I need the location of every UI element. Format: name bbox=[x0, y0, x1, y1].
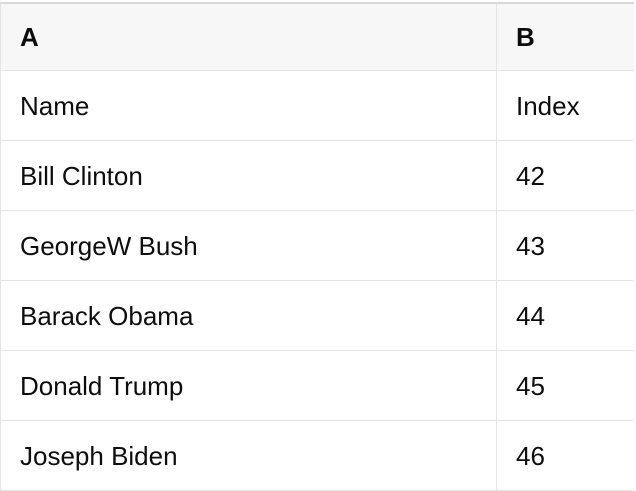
cell-name-bill-clinton[interactable]: Bill Clinton bbox=[1, 141, 497, 210]
table-row: Donald Trump 45 bbox=[1, 351, 634, 421]
cell-index-46[interactable]: 46 bbox=[516, 440, 545, 471]
cell-index-43[interactable]: 43 bbox=[516, 230, 545, 261]
column-header-a[interactable]: A bbox=[1, 4, 497, 70]
cell-index-42[interactable]: 42 bbox=[516, 160, 545, 191]
cell-name-header[interactable]: Name bbox=[1, 71, 497, 140]
cell-name-joseph-biden[interactable]: Joseph Biden bbox=[1, 421, 497, 490]
cell-index-header[interactable]: Index bbox=[516, 90, 580, 121]
column-header-row: A B bbox=[1, 4, 634, 71]
cell-index-45[interactable]: 45 bbox=[516, 370, 545, 401]
cell-name-barack-obama[interactable]: Barack Obama bbox=[1, 281, 497, 350]
cell-name-georgew-bush[interactable]: GeorgeW Bush bbox=[1, 211, 497, 280]
table-row: Barack Obama 44 bbox=[1, 281, 634, 351]
cell-name-donald-trump[interactable]: Donald Trump bbox=[1, 351, 497, 420]
column-header-b[interactable]: B bbox=[516, 22, 535, 52]
table-row: Joseph Biden 46 bbox=[1, 421, 634, 491]
table-row: Name Index bbox=[1, 71, 634, 141]
cell-index-44[interactable]: 44 bbox=[516, 300, 545, 331]
table-row: Bill Clinton 42 bbox=[1, 141, 634, 211]
table-row: GeorgeW Bush 43 bbox=[1, 211, 634, 281]
